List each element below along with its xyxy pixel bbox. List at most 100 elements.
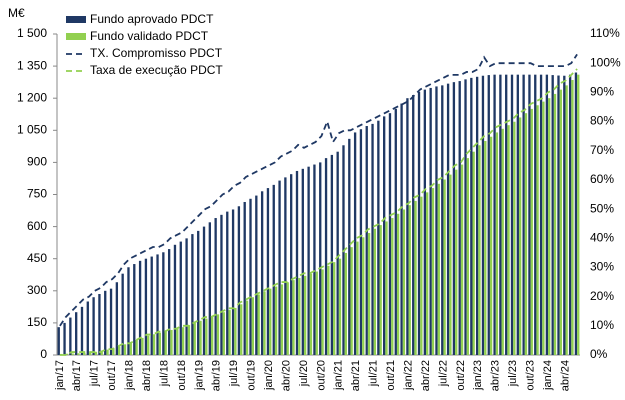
bar <box>431 188 435 355</box>
bar <box>435 86 438 356</box>
bar <box>559 89 562 355</box>
y-tick-label: 1 500 <box>17 26 47 40</box>
bar <box>83 352 86 355</box>
x-tick-label: jan/24 <box>542 360 554 391</box>
bar <box>577 74 580 355</box>
legend-label: Taxa de execução PDCT <box>90 63 223 77</box>
bar <box>129 342 132 355</box>
x-tick-label: jul/17 <box>89 360 101 387</box>
bar <box>98 294 101 355</box>
bar <box>208 222 211 355</box>
bar <box>379 225 382 355</box>
bar <box>158 332 162 355</box>
bar <box>495 132 499 355</box>
bar <box>394 108 397 356</box>
x-tick-label: jan/18 <box>124 360 136 391</box>
bar <box>466 158 470 355</box>
bar <box>234 307 237 355</box>
bar <box>551 75 554 355</box>
y2-tick-label: 40% <box>590 230 614 244</box>
bar <box>313 164 316 355</box>
bar <box>574 72 578 356</box>
bar <box>274 286 278 355</box>
bar <box>385 221 388 355</box>
bar <box>484 141 487 355</box>
bar <box>269 288 272 355</box>
bar <box>71 353 74 355</box>
bar <box>222 312 225 355</box>
bar <box>417 91 421 355</box>
bar <box>327 265 330 355</box>
legend-swatch <box>66 33 86 40</box>
bar <box>534 74 537 355</box>
bar <box>530 108 533 356</box>
bar <box>426 192 429 355</box>
bar <box>240 304 243 355</box>
bar <box>356 241 359 355</box>
bar <box>94 351 98 355</box>
bar <box>303 275 307 355</box>
bar <box>156 254 159 355</box>
x-tick-label: jan/17 <box>54 360 66 391</box>
bar <box>441 85 444 356</box>
x-tick-label: abr/20 <box>280 360 292 391</box>
bar <box>251 297 254 355</box>
bar <box>505 74 508 355</box>
y2-tick-label: 110% <box>590 26 620 40</box>
x-tick-label: abr/22 <box>420 360 432 391</box>
bar <box>123 344 127 355</box>
bar <box>205 318 208 355</box>
y2-tick-label: 50% <box>590 201 614 215</box>
bar <box>359 129 363 355</box>
y-tick-label: 300 <box>27 283 47 297</box>
bar <box>144 258 148 355</box>
bar <box>185 238 188 355</box>
bar <box>202 226 206 355</box>
legend-label: TX. Compromisso PDCT <box>90 46 223 60</box>
x-tick-label: abr/23 <box>490 360 502 391</box>
bar <box>406 98 409 355</box>
y2-tick-label: 30% <box>590 260 614 274</box>
x-tick-label: out/23 <box>525 360 537 391</box>
bar <box>518 117 522 356</box>
bar <box>286 282 289 355</box>
bar <box>565 85 568 356</box>
y2-tick-label: 90% <box>590 85 614 99</box>
y2-tick-label: 70% <box>590 143 614 157</box>
x-tick-label: abr/21 <box>350 360 362 391</box>
bar <box>475 76 479 356</box>
bar <box>489 136 493 355</box>
bar <box>501 128 504 355</box>
bar <box>353 132 357 355</box>
bar <box>92 297 95 355</box>
x-tick-label: out/18 <box>176 360 188 391</box>
x-tick-label: jan/22 <box>402 360 414 391</box>
bar <box>412 94 415 356</box>
bar <box>272 184 275 355</box>
bar <box>377 120 380 355</box>
bar <box>472 151 475 355</box>
bar <box>513 121 516 356</box>
bar <box>255 195 258 355</box>
x-tick-label: jul/18 <box>158 360 170 387</box>
bar <box>228 310 231 355</box>
bar <box>333 262 336 355</box>
bar <box>112 348 115 355</box>
bar <box>383 116 386 355</box>
bar <box>338 258 342 355</box>
bar <box>231 209 235 355</box>
bar <box>452 82 456 356</box>
bar <box>330 154 334 355</box>
bar <box>371 123 374 355</box>
bar <box>138 260 142 355</box>
x-tick-label: out/19 <box>246 360 258 391</box>
bar <box>69 317 72 355</box>
bar <box>420 196 423 355</box>
bar <box>263 291 266 355</box>
bar <box>147 335 150 355</box>
bar <box>133 264 136 355</box>
bar <box>210 316 214 355</box>
bar <box>423 89 427 355</box>
x-tick-label: jul/19 <box>228 360 240 387</box>
bar <box>226 211 229 355</box>
